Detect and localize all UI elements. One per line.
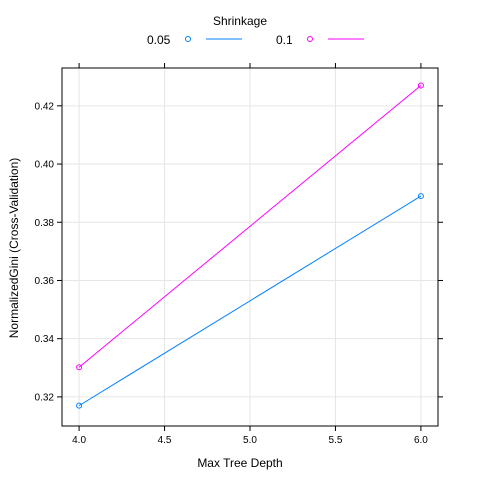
y-axis-label: NormalizedGini (Cross-Validation) [7, 157, 21, 339]
y-tick-label: 0.34 [35, 334, 55, 345]
y-tick-label: 0.42 [35, 101, 55, 112]
data-point-0.05 [417, 193, 424, 200]
series-line-0.1 [78, 85, 422, 368]
legend-marker-0.1 [307, 36, 313, 42]
grid-lines [62, 68, 438, 426]
legend-label-0.1: 0.1 [276, 33, 293, 47]
series-line-0.05 [78, 195, 422, 407]
legend-key-0.05 [185, 36, 242, 42]
x-tick-label: 4.0 [72, 435, 86, 446]
x-tick-label: 5.0 [243, 435, 257, 446]
y-tick-label: 0.36 [35, 276, 55, 287]
x-tick-label: 5.5 [329, 435, 343, 446]
legend-title: Shrinkage [212, 14, 268, 28]
x-axis-label: Max Tree Depth [197, 456, 283, 470]
data-point-0.05 [76, 402, 83, 409]
legend-label-0.05: 0.05 [147, 33, 171, 47]
legend-marker-0.05 [185, 36, 191, 42]
x-tick-label: 4.5 [158, 435, 172, 446]
legend: 0.05 0.1 [0, 33, 480, 49]
legend-key-0.1 [307, 36, 364, 42]
axis-ticks: 4.0 4.5 5.0 5.5 6.0 0.32 0.34 0.36 0.38 0.40 0.42 [35, 63, 443, 446]
y-tick-label: 0.40 [35, 160, 55, 171]
data-point-0.1 [417, 82, 424, 89]
data-point-0.1 [76, 364, 83, 371]
y-tick-label: 0.32 [35, 392, 55, 403]
y-tick-label: 0.38 [35, 218, 55, 229]
series-layer [76, 82, 424, 409]
x-tick-label: 6.0 [414, 435, 428, 446]
